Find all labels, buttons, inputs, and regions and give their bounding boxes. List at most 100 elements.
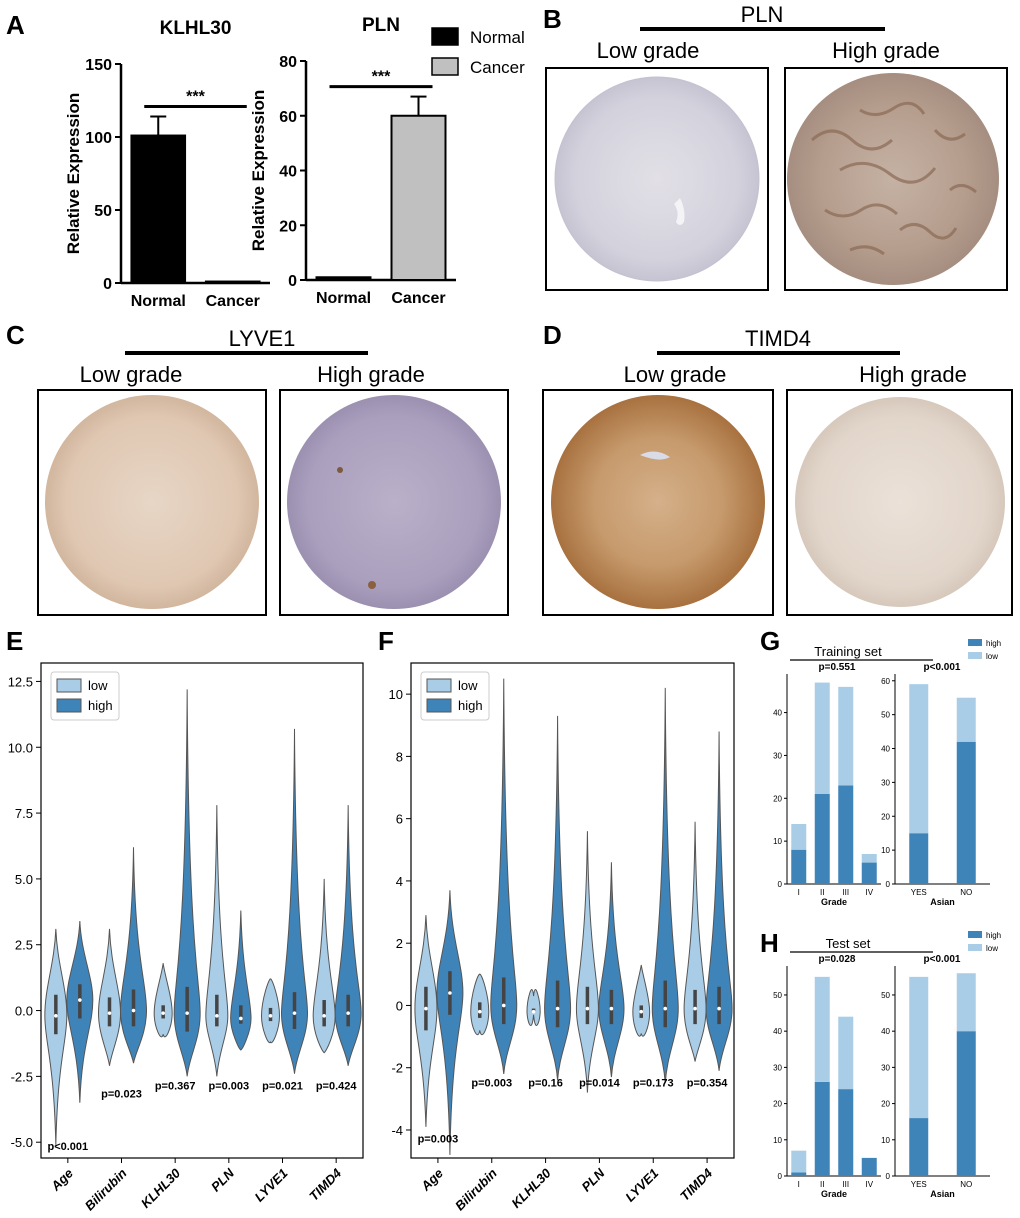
p-value-label: p<0.001: [924, 954, 961, 965]
p-value-label: p<0.001: [47, 1141, 88, 1153]
x-tick-label: Age: [47, 1166, 76, 1195]
bar-low-yes: [909, 684, 929, 834]
violin-chart-f: -4 -2 0 2 4 6 8 10 Age p=0.003 Bilirubin p=0.003 KLH…: [389, 662, 735, 1213]
violin-high-lyve1: [280, 728, 309, 1074]
legend-swatch-high: [56, 698, 82, 713]
x-tick-label: PLN: [579, 1165, 608, 1194]
violin-median: [131, 1008, 136, 1013]
legend-label-high: high: [88, 698, 113, 713]
x-axis-label: Asian: [930, 897, 955, 907]
legend-swatch-cancer: [431, 57, 459, 76]
p-value-label: p=0.16: [528, 1077, 563, 1089]
x-axis-label: Asian: [930, 1189, 955, 1199]
bar-low-iv: [861, 854, 877, 863]
x-tick-label: TIMD4: [677, 1165, 716, 1204]
violin-median: [531, 1009, 536, 1014]
legend-swatch-low: [968, 652, 982, 659]
violin-median: [185, 1011, 189, 1015]
panel-label-h: H: [760, 928, 779, 958]
bar-low-i: [791, 1150, 807, 1173]
bar-normal: [130, 134, 187, 284]
ihc-low-grade-label: Low grade: [624, 362, 727, 387]
violin-median: [585, 1006, 590, 1011]
plot-area: [40, 662, 364, 1159]
y-tick-label: 20: [881, 1100, 890, 1109]
violin-high-age: [436, 890, 464, 1155]
bar-low-i: [791, 824, 807, 850]
y-tick-label: 40: [773, 709, 782, 718]
bar-high-i: [791, 1172, 807, 1176]
y-tick-label: 0: [778, 1172, 783, 1181]
bar-high-yes: [909, 1118, 929, 1176]
y-tick-label: 50: [881, 991, 890, 1000]
violin-high-bilirubin: [490, 678, 518, 1074]
legend-label-low: low: [88, 678, 108, 693]
x-tick-label: Age: [417, 1166, 446, 1195]
p-value-label: p=0.023: [101, 1088, 142, 1100]
bar-low-iii: [838, 1016, 854, 1090]
violin-median: [693, 1006, 697, 1011]
y-tick-label: 0: [778, 880, 783, 889]
x-tick-label: NO: [960, 1180, 972, 1189]
legend-swatch-normal: [431, 27, 459, 46]
y-tick-label: 2.5: [15, 938, 33, 953]
chart-title: Training set: [814, 644, 882, 659]
bar-high-iv: [861, 862, 877, 884]
ihc-low-grade-label: Low grade: [597, 38, 700, 63]
y-tick-label: 30: [773, 751, 782, 760]
chart-title: Test set: [826, 936, 871, 951]
y-tick-label: 40: [279, 164, 297, 181]
violin-median: [268, 1014, 273, 1018]
tissue-core-pln-low: [554, 76, 760, 282]
x-tick-label: I: [798, 1180, 800, 1189]
violin-median: [477, 1009, 482, 1014]
y-tick-label: 0: [288, 273, 297, 290]
y-tick-label: 40: [881, 745, 890, 754]
bar-chart-klhl30: 0 50 100 150 KLHL30 Relative Expression Normal…: [64, 18, 270, 310]
p-value-label: p=0.003: [471, 1077, 512, 1089]
x-tick-label: Cancer: [206, 293, 260, 310]
y-tick-label: 60: [881, 677, 890, 686]
violin-high-timd4: [334, 805, 362, 1066]
bar-low-iii: [838, 686, 854, 786]
legend-swatch-high: [968, 639, 982, 646]
y-tick-label: 10: [773, 1136, 782, 1145]
y-tick-label: 20: [773, 1100, 782, 1109]
violin-median: [322, 1014, 326, 1018]
p-value-label: p=0.367: [155, 1081, 196, 1093]
y-tick-label: 8: [396, 749, 403, 764]
panel-label-g: G: [760, 626, 780, 656]
bar-high-iii: [838, 785, 854, 884]
violin-high-pln: [230, 910, 252, 1051]
violin-low-klhl30: [153, 963, 173, 1038]
bar-high-iii: [838, 1089, 854, 1176]
violin-median: [609, 1006, 614, 1011]
bar-high-ii: [814, 794, 830, 884]
violin-high-pln: [598, 862, 625, 1078]
bar-normal: [315, 276, 372, 282]
violin-median: [424, 1006, 428, 1011]
tissue-core-timd4-high: [795, 397, 1005, 607]
ihc-low-grade-label: Low grade: [80, 362, 183, 387]
legend-swatch-low: [426, 678, 452, 693]
x-tick-label: Normal: [316, 290, 371, 307]
tissue-core-lyve1-high: [287, 395, 501, 609]
y-tick-label: 5.0: [15, 872, 33, 887]
legend-label-low: low: [986, 652, 998, 661]
bar-low-ii: [814, 976, 830, 1082]
violin-high-bilirubin: [119, 847, 148, 1064]
bar-low-no: [956, 697, 976, 742]
significance-stars: ***: [372, 69, 391, 86]
x-tick-label: Bilirubin: [452, 1165, 500, 1213]
y-tick-label: 40: [881, 1027, 890, 1036]
violin-chart-e: -5.0 -2.5 0.0 2.5 5.0 7.5 10.0 12.5 Age p<0.001 Bi…: [8, 662, 364, 1213]
x-tick-label: II: [820, 1180, 824, 1189]
x-tick-label: II: [820, 888, 824, 897]
x-axis-label: Grade: [821, 1189, 847, 1199]
y-tick-label: 0.0: [15, 1004, 33, 1019]
violin-median: [239, 1016, 243, 1021]
panel-label-e: E: [6, 626, 23, 656]
tissue-core-lyve1-low: [45, 395, 259, 609]
tissue-core-pln-high: [787, 73, 999, 285]
